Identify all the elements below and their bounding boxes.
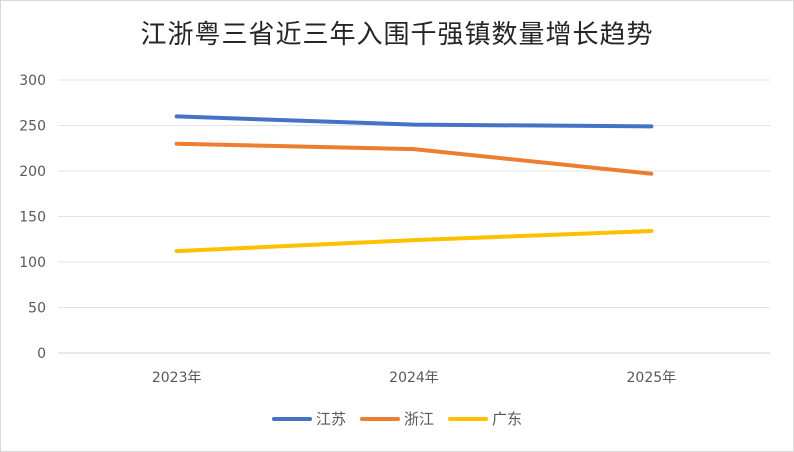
x-tick-label: 2025年	[627, 370, 677, 386]
y-tick-label: 300	[19, 73, 46, 89]
x-tick-label: 2023年	[152, 370, 202, 386]
y-tick-label: 250	[19, 119, 46, 135]
y-tick-label: 150	[19, 210, 46, 226]
series-line-广东	[174, 229, 654, 254]
legend-label: 江苏	[315, 410, 346, 428]
legend-item: 广东	[448, 408, 522, 429]
legend-label: 浙江	[403, 410, 434, 428]
y-tick-label: 100	[19, 255, 46, 271]
legend-swatch	[448, 416, 488, 421]
legend-item: 浙江	[359, 408, 434, 429]
series-line-浙江	[174, 141, 654, 176]
x-tick-label: 2024年	[389, 370, 439, 386]
legend-item: 江苏	[271, 408, 346, 429]
series-line-江苏	[174, 114, 654, 129]
y-tick-label: 0	[37, 346, 46, 362]
y-tick-label: 50	[28, 301, 46, 317]
legend-swatch	[271, 416, 312, 421]
legend-swatch	[359, 416, 400, 421]
y-tick-label: 200	[19, 164, 46, 180]
chart-title: 江浙粤三省近三年入围千强镇数量增长趋势	[140, 20, 654, 50]
legend-label: 广东	[492, 410, 523, 428]
legend: 江苏 浙江 广东	[0, 408, 794, 429]
